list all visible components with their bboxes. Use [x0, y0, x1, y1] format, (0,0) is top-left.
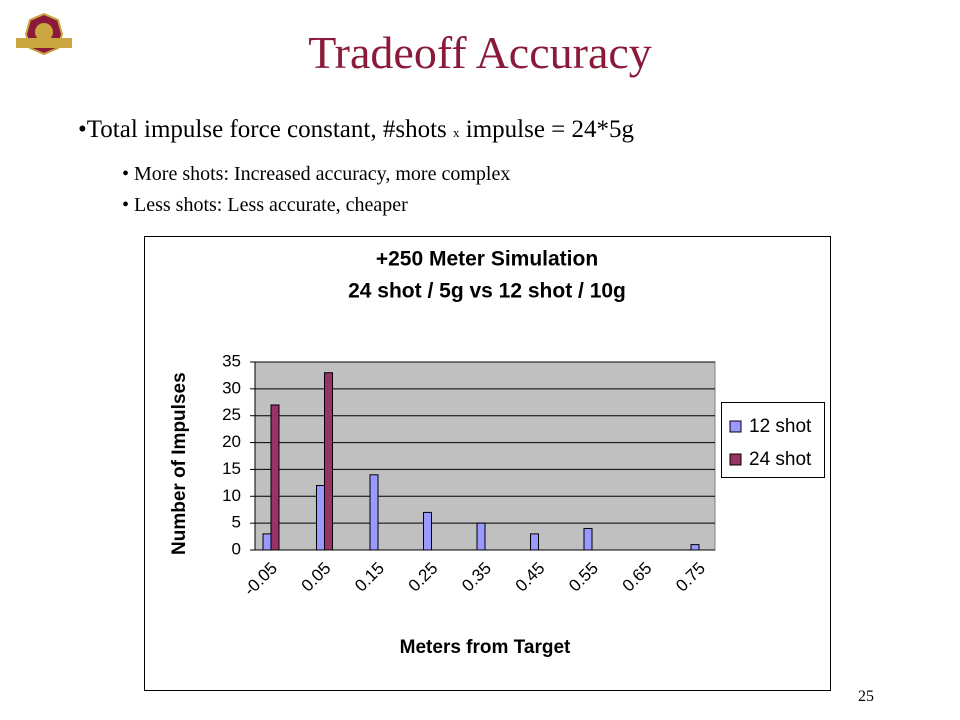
y-axis-label-group: Number of Impulses	[169, 372, 190, 555]
y-tick-label: 20	[222, 432, 241, 451]
subbullet-text: Less shots: Less accurate, cheaper	[134, 194, 408, 216]
logo	[16, 12, 72, 56]
subbullet-text: More shots: Increased accuracy, more com…	[134, 163, 511, 185]
subbullet: • More shots: Increased accuracy, more c…	[122, 163, 511, 185]
page-number: 25	[858, 688, 874, 705]
legend-swatch	[729, 453, 742, 466]
bullet-text: Total impulse force constant, #shots	[86, 116, 447, 143]
bar	[530, 533, 539, 551]
slide-title: Tradeoff Accuracy	[308, 27, 652, 78]
y-tick-label: 30	[222, 378, 241, 397]
chart-title: 24 shot / 5g vs 12 shot / 10g	[348, 280, 626, 303]
bar	[690, 544, 700, 551]
legend-swatch	[729, 420, 742, 433]
bar	[316, 485, 325, 551]
y-tick-label: 0	[232, 539, 241, 558]
bullet: •Total impulse force constant, #shots x …	[78, 116, 635, 143]
bar	[262, 533, 272, 551]
subbullet: • Less shots: Less accurate, cheaper	[122, 194, 408, 216]
legend-label: 24 shot	[749, 449, 812, 470]
y-tick-label: 10	[222, 486, 241, 505]
y-axis-label: Number of Impulses	[169, 372, 190, 555]
y-tick-label: 15	[222, 459, 241, 478]
legend-label: 12 shot	[749, 416, 812, 437]
chart-title: +250 Meter Simulation	[376, 248, 598, 271]
bullet-text: x	[453, 125, 460, 140]
bar	[583, 528, 593, 551]
bar	[369, 474, 379, 551]
bar	[270, 404, 280, 551]
bar	[476, 522, 486, 551]
x-axis-label: Meters from Target	[400, 637, 571, 658]
bar	[423, 511, 432, 551]
y-tick-label: 5	[232, 513, 241, 532]
y-tick-label: 25	[222, 405, 241, 424]
bullet-text: impulse = 24*5g	[465, 116, 635, 143]
bar	[324, 372, 333, 551]
y-tick-label: 35	[222, 351, 241, 370]
